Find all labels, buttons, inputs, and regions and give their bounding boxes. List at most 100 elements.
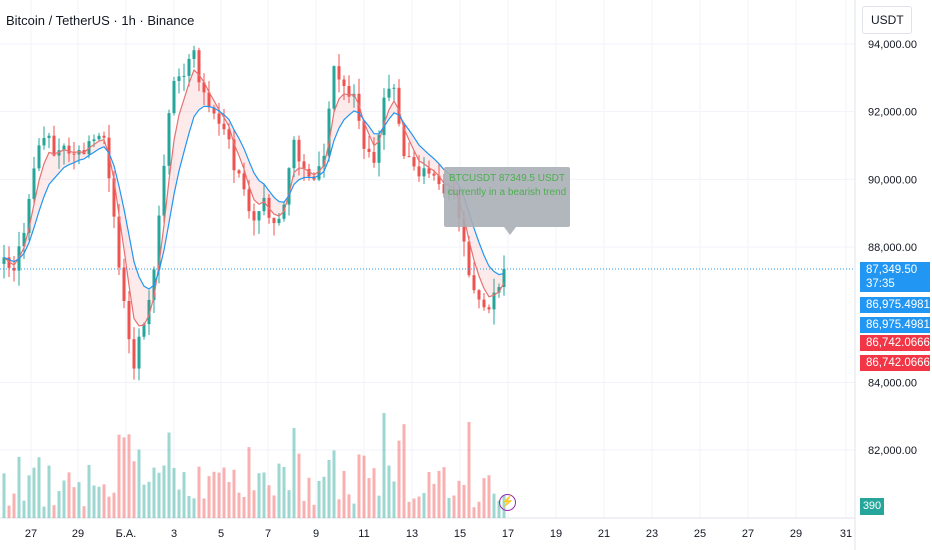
candle-body (492, 292, 496, 310)
candle-body (407, 156, 411, 158)
candle-body (157, 215, 161, 270)
volume-bar (232, 469, 236, 518)
volume-bar (272, 495, 276, 518)
candle-body (467, 241, 471, 276)
price-axis-label: 84,000.00 (868, 377, 917, 389)
candle-body (397, 87, 401, 124)
candle-body (307, 168, 311, 177)
volume-bar (422, 493, 426, 518)
time-axis-label: 9 (313, 528, 319, 540)
candle-body (132, 339, 136, 369)
volume-bar (312, 504, 316, 518)
lightning-icon[interactable]: ⚡ (499, 494, 516, 511)
volume-bar (227, 482, 231, 518)
price-axis-label: 92,000.00 (868, 107, 917, 119)
candle-body (482, 299, 486, 308)
volume-bar (202, 498, 206, 518)
candle-body (162, 165, 166, 216)
candle-body (32, 168, 36, 199)
volume-bar (27, 475, 31, 518)
volume-bar (147, 481, 151, 518)
time-axis-label: Б.А. (116, 528, 137, 540)
volume-bar (277, 463, 281, 518)
volume-bar (247, 447, 251, 518)
candle-body (77, 150, 81, 155)
candle-body (287, 168, 291, 205)
volume-bar (447, 497, 451, 518)
volume-bar (342, 470, 346, 518)
candle-body (122, 267, 126, 301)
candle-body (7, 257, 11, 268)
time-axis-label: 19 (550, 528, 562, 540)
time-axis-label: 3 (171, 528, 177, 540)
symbol-title[interactable]: Bitcoin / TetherUS · 1h · Binance (6, 13, 195, 28)
volume-bar (437, 470, 441, 518)
candle-body (347, 85, 351, 97)
candle-body (417, 166, 421, 177)
volume-bar (127, 434, 131, 518)
ma-ribbon-fill (4, 70, 504, 326)
volume-bar (432, 483, 436, 518)
candle-body (197, 50, 201, 83)
candle-body (387, 88, 391, 98)
volume-bar (142, 484, 146, 518)
time-axis-label: 13 (406, 528, 418, 540)
volume-bar (452, 495, 456, 518)
volume-bar (172, 468, 176, 518)
volume-bar (377, 495, 381, 518)
candle-body (357, 93, 361, 121)
candle-body (272, 217, 276, 224)
volume-bar (77, 482, 81, 518)
candle-body (67, 145, 71, 154)
candle-body (187, 58, 191, 76)
candle-body (47, 135, 51, 139)
candle-body (182, 75, 186, 77)
currency-button[interactable]: USDT (862, 6, 912, 34)
volume-bar (302, 500, 306, 518)
volume-bar (207, 476, 211, 518)
volume-bar (197, 466, 201, 518)
candle-body (167, 113, 171, 166)
volume-bar (212, 471, 216, 518)
candle-body (262, 197, 266, 212)
time-axis-label: 31 (840, 528, 852, 540)
volume-bar (187, 495, 191, 518)
volume-bar (477, 501, 481, 518)
candle-body (27, 198, 31, 233)
volume-bar (467, 421, 471, 518)
volume-bar (392, 481, 396, 518)
candle-body (222, 123, 226, 130)
volume-bar (107, 496, 111, 518)
price-axis-label: 94,000.00 (868, 39, 917, 51)
candle-body (217, 113, 221, 124)
volume-bar (457, 480, 461, 518)
candle-body (127, 300, 131, 340)
time-axis-label: 29 (72, 528, 84, 540)
time-axis-label: 5 (218, 528, 224, 540)
volume-bar (317, 481, 321, 518)
ma-slow-line (3, 105, 505, 290)
price-axis-labels: 94,000.00 92,000.00 90,000.00 88,000.00 84,0… (868, 39, 917, 457)
volume-bar (417, 496, 421, 518)
volume-bar (112, 492, 116, 518)
annotation-callout[interactable]: BTCUSDT 87349.5 USDT currently in a bear… (444, 167, 570, 227)
volume-bar (337, 499, 341, 518)
volume-value-tag: 390 (860, 498, 884, 515)
candle-body (247, 189, 251, 212)
current-price-value: 87,349.50 (866, 264, 918, 276)
candle-body (257, 211, 261, 221)
candle-body (317, 166, 321, 180)
volume-bar (472, 507, 476, 518)
volume-bar (92, 485, 96, 518)
candle-body (477, 290, 481, 300)
volume-bar (252, 490, 256, 518)
volume-bar (357, 454, 361, 518)
ma-red-tag-2: 86,742.066630 (860, 355, 932, 371)
volume-bar (82, 506, 86, 518)
candle-body (117, 216, 121, 268)
candle-body (102, 135, 106, 138)
volume-bar (372, 468, 376, 518)
volume-bar (412, 498, 416, 518)
